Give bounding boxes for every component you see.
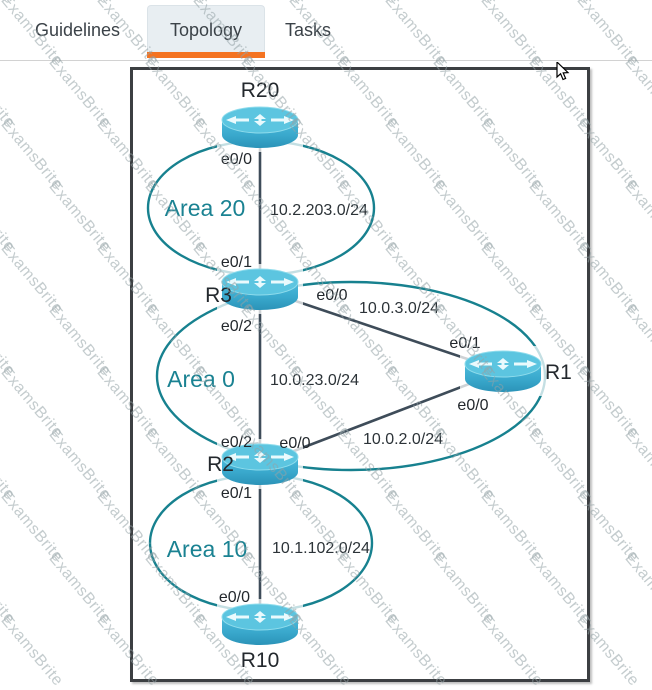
tab-tasks[interactable]: Tasks <box>285 20 332 40</box>
watermark-text: ExamsBrite <box>621 549 652 628</box>
if-r1-e01: e0/1 <box>449 335 480 352</box>
watermark-text: ExamsBrite <box>0 549 19 628</box>
router-r20-label: R20 <box>241 79 280 102</box>
tab-topology-label: Topology <box>169 20 243 40</box>
network-10-0-23: 10.0.23.0/24 <box>270 372 359 389</box>
watermark-text: ExamsBrite <box>0 53 19 132</box>
if-r2-e01: e0/1 <box>221 485 252 502</box>
tab-guidelines[interactable]: Guidelines <box>35 20 121 40</box>
tab-topology[interactable]: Topology <box>147 5 265 55</box>
area-20-label: Area 20 <box>165 195 246 221</box>
tabbar-divider <box>0 60 652 61</box>
watermark-text: ExamsBrite <box>45 425 115 504</box>
if-r1-e00: e0/0 <box>457 397 488 414</box>
if-r2-e00: e0/0 <box>279 435 310 452</box>
watermark-text: ExamsBrite <box>0 239 67 318</box>
router-r1-label: R1 <box>545 361 572 384</box>
watermark-text: ExamsBrite <box>0 363 67 442</box>
router-r3-label: R3 <box>205 284 232 307</box>
watermark-text: ExamsBrite <box>45 301 115 380</box>
watermark-text: ExamsBrite <box>621 425 652 504</box>
if-r2-e02: e0/2 <box>221 434 252 451</box>
router-r20-icon <box>216 101 304 153</box>
watermark-text: ExamsBrite <box>0 611 67 690</box>
watermark-text: ExamsBrite <box>45 549 115 628</box>
router-r10-icon <box>216 598 304 650</box>
topology-diagram: R20 R3 R1 R2 R10 Area 20 Area 0 Area 10 … <box>146 79 572 672</box>
network-10-2-203: 10.2.203.0/24 <box>270 202 368 219</box>
watermark-text: ExamsBrite <box>0 425 19 504</box>
area-0-label: Area 0 <box>167 366 235 392</box>
topology-diagram-panel: R20 R3 R1 R2 R10 Area 20 Area 0 Area 10 … <box>130 67 590 682</box>
watermark-text: ExamsBrite <box>0 487 67 566</box>
router-r1-icon <box>459 345 547 397</box>
watermark-text: ExamsBrite <box>45 177 115 256</box>
watermark-text: ExamsBrite <box>621 301 652 380</box>
watermark-text: ExamsBrite <box>621 177 652 256</box>
watermark-text: ExamsBrite <box>0 115 67 194</box>
router-r10-label: R10 <box>241 649 280 672</box>
watermark-text: ExamsBrite <box>0 301 19 380</box>
if-r3-e00: e0/0 <box>316 287 347 304</box>
if-r3-e01: e0/1 <box>221 254 252 271</box>
tab-bar: Guidelines Topology Tasks <box>0 0 652 61</box>
if-r10-e00: e0/0 <box>219 589 250 606</box>
network-10-0-2: 10.0.2.0/24 <box>363 431 443 448</box>
network-10-0-3: 10.0.3.0/24 <box>359 300 439 317</box>
watermark-text: ExamsBrite <box>45 53 115 132</box>
network-10-1-102: 10.1.102.0/24 <box>272 540 370 557</box>
area-10-label: Area 10 <box>167 536 248 562</box>
if-r3-e02: e0/2 <box>221 318 252 335</box>
if-r20-e00: e0/0 <box>221 151 252 168</box>
router-r2-label: R2 <box>207 453 234 476</box>
active-tab-underline <box>147 52 265 58</box>
mouse-cursor-icon <box>556 62 570 81</box>
watermark-text: ExamsBrite <box>0 177 19 256</box>
watermark-text: ExamsBrite <box>621 53 652 132</box>
